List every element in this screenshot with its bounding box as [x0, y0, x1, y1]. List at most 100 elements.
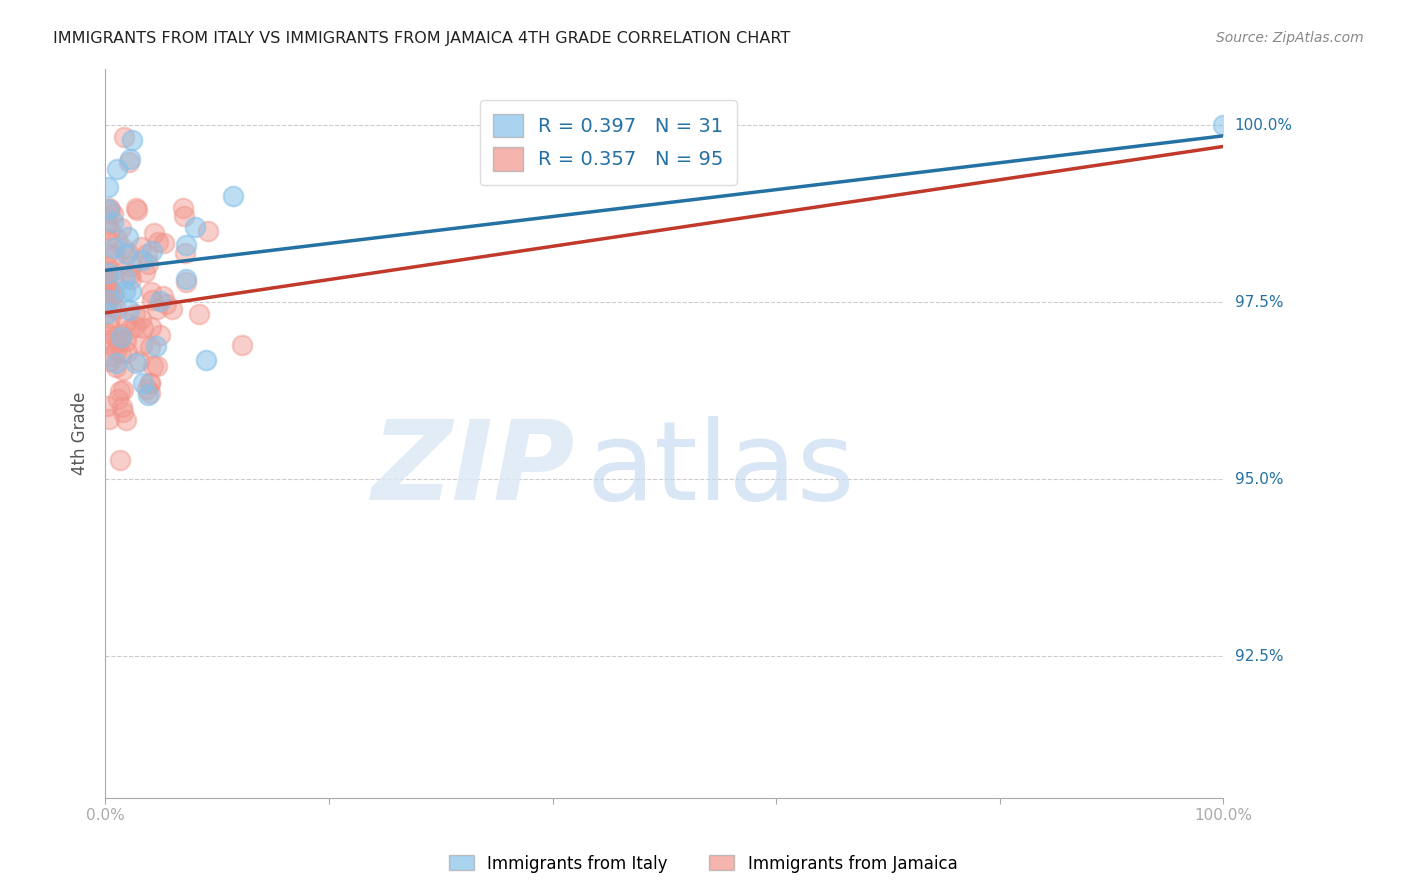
Point: [146, 235, 169, 249]
Point: [120, 322, 142, 336]
Point: [96, 306, 118, 320]
Point: [120, 152, 142, 166]
Point: [173, 209, 195, 223]
Point: [96, 259, 118, 273]
Point: [120, 284, 142, 298]
Point: [110, 221, 132, 235]
Point: [129, 240, 152, 254]
Point: [222, 188, 245, 202]
Point: [104, 356, 127, 370]
Point: [98, 223, 121, 237]
Point: [120, 259, 142, 273]
Point: [145, 339, 167, 353]
Point: [162, 302, 184, 317]
Point: [103, 268, 125, 282]
Point: [176, 275, 198, 289]
Point: [138, 388, 160, 402]
Point: [131, 337, 153, 351]
Text: 95.0%: 95.0%: [1234, 472, 1284, 487]
Point: [107, 392, 129, 406]
Point: [100, 202, 122, 217]
Legend: Immigrants from Italy, Immigrants from Jamaica: Immigrants from Italy, Immigrants from J…: [441, 848, 965, 880]
Point: [197, 224, 219, 238]
Point: [103, 287, 125, 301]
Point: [101, 207, 124, 221]
Point: [152, 236, 174, 251]
Point: [141, 293, 163, 307]
Point: [132, 320, 155, 334]
Point: [148, 327, 170, 342]
Text: 97.5%: 97.5%: [1234, 294, 1284, 310]
Point: [142, 359, 165, 374]
Point: [117, 302, 139, 317]
Point: [98, 310, 121, 325]
Point: [141, 319, 163, 334]
Point: [141, 244, 163, 259]
Point: [107, 335, 129, 350]
Point: [145, 359, 167, 374]
Point: [97, 266, 120, 280]
Point: [112, 241, 135, 255]
Point: [187, 307, 209, 321]
Point: [98, 354, 121, 368]
Point: [135, 382, 157, 396]
Point: [121, 133, 143, 147]
Legend: R = 0.397   N = 31, R = 0.357   N = 95: R = 0.397 N = 31, R = 0.357 N = 95: [479, 100, 737, 185]
Text: Source: ZipAtlas.com: Source: ZipAtlas.com: [1216, 31, 1364, 45]
Point: [105, 161, 128, 176]
Point: [174, 272, 197, 286]
Point: [101, 288, 124, 302]
Point: [105, 301, 128, 316]
Point: [131, 253, 153, 268]
Point: [115, 314, 138, 328]
Point: [96, 285, 118, 300]
Point: [231, 337, 253, 351]
Point: [155, 296, 177, 310]
Point: [139, 376, 162, 391]
Point: [110, 334, 132, 348]
Point: [98, 202, 121, 216]
Point: [125, 202, 148, 217]
Point: [111, 383, 134, 397]
Point: [112, 363, 135, 377]
Point: [125, 202, 148, 216]
Point: [124, 319, 146, 334]
Text: ZIP: ZIP: [371, 417, 575, 524]
Point: [111, 400, 134, 414]
Point: [98, 281, 121, 295]
Point: [114, 271, 136, 285]
Point: [132, 376, 155, 390]
Point: [134, 265, 156, 279]
Point: [104, 343, 127, 358]
Text: IMMIGRANTS FROM ITALY VS IMMIGRANTS FROM JAMAICA 4TH GRADE CORRELATION CHART: IMMIGRANTS FROM ITALY VS IMMIGRANTS FROM…: [53, 31, 790, 46]
Point: [96, 270, 118, 285]
Point: [152, 288, 174, 302]
Point: [184, 220, 207, 235]
Point: [96, 180, 118, 194]
Point: [139, 385, 162, 400]
Point: [103, 241, 125, 255]
Point: [146, 302, 169, 317]
Point: [136, 247, 159, 261]
Point: [120, 267, 142, 281]
Point: [124, 307, 146, 321]
Point: [105, 359, 128, 374]
Point: [104, 329, 127, 343]
Point: [111, 405, 134, 419]
Point: [136, 257, 159, 271]
Point: [112, 130, 135, 145]
Point: [114, 284, 136, 298]
Y-axis label: 4th Grade: 4th Grade: [72, 392, 89, 475]
Point: [115, 345, 138, 359]
Point: [98, 318, 121, 332]
Point: [143, 226, 166, 240]
Point: [96, 270, 118, 285]
Point: [110, 346, 132, 360]
Point: [98, 349, 121, 363]
Point: [117, 246, 139, 260]
Point: [100, 290, 122, 304]
Point: [128, 354, 150, 368]
Point: [96, 279, 118, 293]
Point: [117, 230, 139, 244]
Text: 92.5%: 92.5%: [1234, 648, 1284, 664]
